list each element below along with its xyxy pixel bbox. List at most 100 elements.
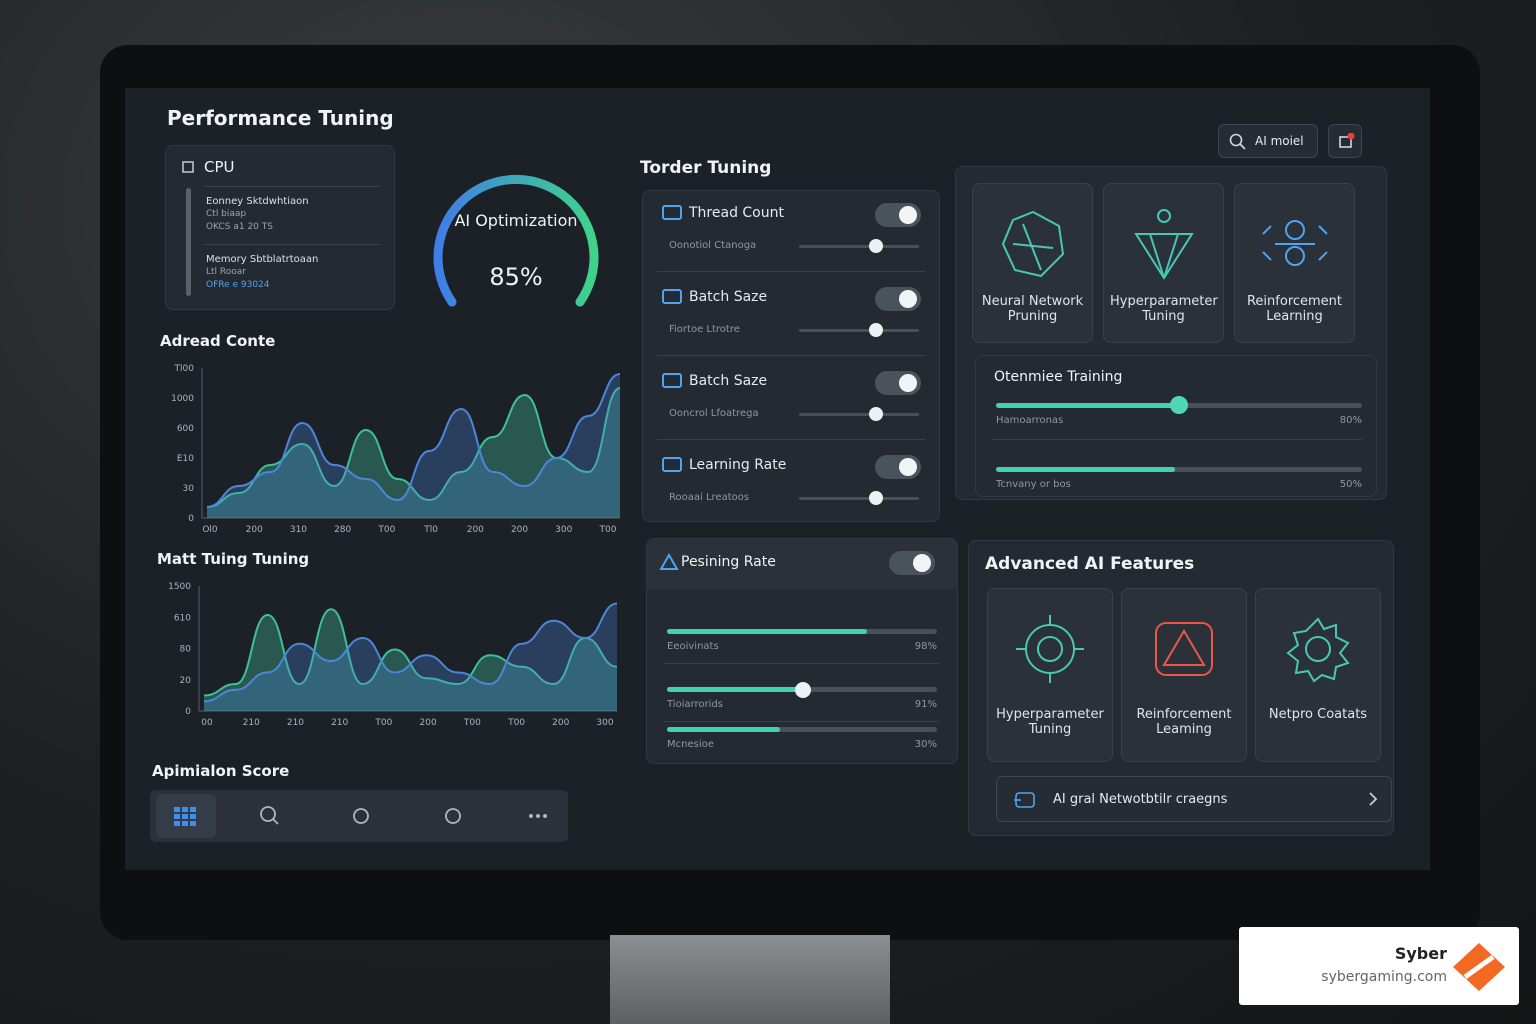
divider [992, 439, 1362, 440]
x-tick-label: 00 [201, 718, 213, 728]
icon-shape [1261, 220, 1328, 266]
advanced-card-label: Reinforcement Leaming [1136, 707, 1232, 737]
shape [190, 814, 196, 819]
shape [174, 821, 180, 826]
card-icon [1155, 622, 1213, 676]
shape [260, 806, 276, 822]
shape [1347, 133, 1355, 140]
feature-card[interactable]: Reinforcement Learning [1234, 183, 1355, 343]
link-icon [1014, 792, 1035, 808]
icon-shape [1025, 624, 1075, 674]
row-toggle[interactable] [875, 455, 921, 479]
x-tick-label: T00 [374, 718, 392, 728]
notification-button[interactable] [1328, 124, 1362, 158]
feature-card-label: Hyperparameter Tuning [1110, 294, 1218, 324]
rate-toggle[interactable] [889, 551, 935, 575]
chart-title: Adread Conte [160, 332, 276, 350]
feature-card[interactable]: Neural Network Pruning [972, 183, 1093, 343]
row-toggle[interactable] [875, 371, 921, 395]
bar-value: 30% [914, 739, 937, 750]
training-fill [996, 403, 1179, 408]
icon-shape [662, 457, 682, 472]
rate-panel: Pesining Rate Eeoivinats 98% Tioiarrorids 9… [646, 538, 958, 764]
chart-line [203, 608, 618, 697]
icon-shape [662, 289, 682, 304]
bar-knob[interactable] [795, 682, 811, 698]
card-icon [1001, 210, 1064, 278]
row-toggle[interactable] [875, 203, 921, 227]
y-tick-label: 1000 [171, 394, 194, 404]
icon-shape [1286, 617, 1350, 683]
icon-shape [1001, 210, 1064, 278]
icon-shape [1133, 209, 1194, 280]
shape [182, 807, 188, 812]
shape [1369, 792, 1378, 806]
divider [663, 721, 939, 722]
bar-track [667, 682, 937, 698]
shape [182, 821, 188, 826]
training-title: Otenmiee Training [994, 369, 1123, 385]
training-track [996, 396, 1362, 414]
icon-shape [1284, 246, 1305, 266]
shape [260, 806, 461, 825]
icon-shape [1162, 629, 1206, 666]
slider-knob[interactable] [869, 491, 883, 505]
icon-shape [1261, 225, 1328, 261]
row-name: Learning Rate [689, 457, 787, 473]
row-sub: Fiortoe Ltrotre [669, 324, 740, 335]
shape [174, 807, 180, 812]
advanced-card[interactable]: Netpro Coatats [1255, 588, 1381, 762]
watermark-site: sybergaming.com [1321, 969, 1447, 985]
slider-track [799, 407, 919, 421]
slider-knob[interactable] [869, 407, 883, 421]
y-tick-label: Tl00 [174, 364, 195, 374]
slider-knob[interactable] [869, 323, 883, 337]
bar-fill [667, 629, 867, 634]
row-toggle[interactable] [875, 287, 921, 311]
slider-knob[interactable] [869, 239, 883, 253]
icon-shape [1155, 622, 1213, 676]
feature-card[interactable]: Hyperparameter Tuning [1103, 183, 1224, 343]
score-title: Apimialon Score [152, 762, 290, 780]
x-tick-label: 200 [420, 718, 437, 728]
advanced-card[interactable]: Reinforcement Leaming [1121, 588, 1247, 762]
advanced-card[interactable]: Hyperparameter Tuning [987, 588, 1113, 762]
search-box[interactable]: AI moiel [1218, 124, 1318, 158]
watermark-logo [1453, 943, 1505, 991]
training-value: 80% [1339, 415, 1362, 426]
cpu-rail [186, 188, 191, 296]
bar-value: 91% [914, 699, 937, 710]
bar-name: Mcnesioe [667, 739, 714, 750]
advanced-title: Advanced AI Features [985, 554, 1195, 574]
gauge-arc [433, 174, 599, 307]
row-icon [662, 289, 682, 304]
card-icon [1016, 615, 1084, 683]
training-knob[interactable] [1170, 396, 1188, 414]
advanced-card-label: Netpro Coatats [1268, 707, 1368, 722]
row-icon [662, 457, 682, 472]
rate-icon [659, 553, 679, 570]
icon-shape [1037, 636, 1063, 662]
shape [529, 814, 547, 818]
row-sub: Rooaai Lreatoos [669, 492, 750, 503]
slider-track [799, 239, 919, 253]
advanced-link[interactable]: AI gral Netwotbtilr craegns [996, 776, 1392, 822]
watermark-brand: Syber [1394, 944, 1447, 963]
x-tick-label: 300 [555, 525, 572, 535]
divider [657, 355, 925, 356]
y-tick-label: 600 [177, 424, 194, 434]
training-value: 50% [1339, 479, 1362, 490]
x-tick-label: 210 [287, 718, 304, 728]
shape [174, 814, 180, 819]
shape [353, 808, 369, 824]
training-track [996, 467, 1362, 472]
cpu-panel: CPU Eonney Sktdwhtiaon Ctl biaap OKCS a1 2… [165, 145, 395, 310]
chevron [1369, 792, 1378, 806]
icon-shape [662, 373, 682, 388]
cpu-item-line: Ltl Rooar [206, 267, 246, 277]
gauge-label: AI Optimization [454, 211, 577, 230]
row-sub: Ooncrol Lfoatrega [669, 408, 759, 419]
chart-area [204, 609, 617, 711]
